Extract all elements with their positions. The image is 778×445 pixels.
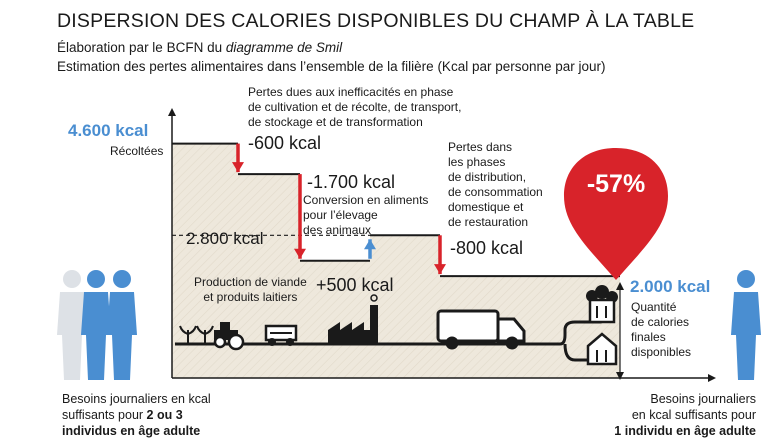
note-line: de distribution,: [448, 170, 527, 184]
bottom-right-caption: Besoins journaliers en kcal suffisants p…: [614, 391, 756, 439]
note-line: Production de viande: [194, 275, 307, 289]
axes: [168, 108, 716, 382]
note-line: les phases: [448, 155, 506, 169]
change-feed-value: -1.700 kcal: [307, 172, 396, 192]
change-meat-value: +500 kcal: [316, 275, 394, 295]
factory-icon: [328, 294, 378, 344]
change-arrows: [232, 143, 446, 275]
person-icon-body: [731, 292, 761, 380]
note-line: de consommation: [448, 185, 543, 199]
caption-line: en kcal suffisants pour: [631, 408, 756, 422]
start-value-label: 4.600 kcal: [68, 121, 149, 140]
loss-badge: [564, 148, 668, 280]
end-value-label: 2.000 kcal: [630, 277, 711, 296]
note-line: pour l’élevage: [303, 208, 378, 222]
people-figures: [57, 270, 761, 380]
end-axis-top-arrowhead: [616, 282, 624, 290]
person-icon-head: [87, 270, 105, 288]
note-line: des animaux: [303, 223, 372, 237]
harvest-truck-icon: [264, 324, 298, 346]
calorie-step-line: [172, 142, 620, 278]
delivery-truck-icon: [436, 309, 526, 350]
caption-line: suffisants pour: [62, 408, 147, 422]
distribution-pipe: [545, 305, 602, 362]
note-line: de calories: [631, 315, 690, 329]
y-axis-left-arrowhead: [168, 108, 176, 116]
person-icon: [107, 270, 137, 380]
note-line: disponibles: [631, 345, 692, 359]
caption-line: Besoins journaliers en kcal: [62, 392, 211, 406]
arrow-feed-loss-head: [294, 248, 306, 259]
end-axis-bottom-arrowhead: [616, 372, 624, 380]
note-meat-dairy: Production de viande et produits laitier…: [194, 275, 307, 305]
note-cultivation-losses: Pertes dues aux inefficacités en phase d…: [248, 85, 461, 130]
person-icon: [731, 270, 761, 380]
person-icon-head: [737, 270, 755, 288]
reference-value-label: 2.800 kcal: [186, 229, 264, 248]
arrow-meat-gain-head: [364, 239, 376, 250]
page-title: DISPERSION DES CALORIES DISPONIBLES DU C…: [57, 10, 695, 32]
note-line: de stockage et de transformation: [248, 115, 423, 129]
restaurant-chef-icon: [586, 285, 618, 324]
arrow-cultivation-loss-head: [232, 162, 244, 173]
x-axis-arrowhead: [708, 374, 716, 382]
house-icon: [586, 332, 618, 366]
note-line: finales: [631, 330, 666, 344]
person-icon-body: [107, 292, 137, 380]
change-distribution-value: -800 kcal: [450, 238, 524, 258]
caption-line: individus en âge adulte: [62, 424, 201, 438]
tractor-icon: [213, 322, 245, 351]
note-line: Conversion en aliments: [303, 193, 429, 207]
note-line: de restauration: [448, 215, 529, 229]
note-feed-conversion: Conversion en aliments pour l’élevage de…: [303, 193, 428, 238]
person-icon-head: [63, 270, 81, 288]
end-sub-label: Quantité de calories finales disponibles: [631, 300, 691, 360]
note-line: Pertes dues aux inefficacités en phase: [248, 85, 454, 99]
caption-bold: 2 ou 3: [146, 408, 183, 422]
arrow-distribution-loss-head: [434, 264, 446, 275]
caption-line: Besoins journaliers: [650, 392, 756, 406]
subtitle-source: Élaboration par le BCFN du diagramme de …: [57, 40, 342, 55]
subtitle-plain: Élaboration par le BCFN du: [57, 40, 226, 55]
person-icon-body: [57, 292, 87, 380]
note-distribution-losses: Pertes dans les phases de distribution, …: [448, 140, 543, 230]
plant-icon: [179, 325, 214, 344]
subtitle-italic: diagramme de Smil: [225, 40, 343, 55]
person-icon-head: [113, 270, 131, 288]
change-cultivation-value: -600 kcal: [248, 133, 322, 153]
note-line: de cultivation et de récolte, de transpo…: [248, 100, 462, 114]
bottom-left-caption: Besoins journaliers en kcal suffisants p…: [62, 391, 211, 439]
subtitle-estimation: Estimation des pertes alimentaires dans …: [57, 59, 606, 74]
person-icon: [81, 270, 111, 380]
loss-badge-label: -57%: [586, 170, 646, 198]
note-line: domestique et: [448, 200, 524, 214]
person-icon: [57, 270, 87, 380]
person-icon-body: [81, 292, 111, 380]
supply-chain-icons: [175, 285, 618, 366]
note-line: et produits laitiers: [203, 290, 298, 304]
caption-line: 1 individu en âge adulte: [614, 424, 756, 438]
note-line: Quantité: [631, 300, 677, 314]
start-sub-label: Récoltées: [110, 144, 164, 158]
note-line: Pertes dans: [448, 140, 513, 154]
